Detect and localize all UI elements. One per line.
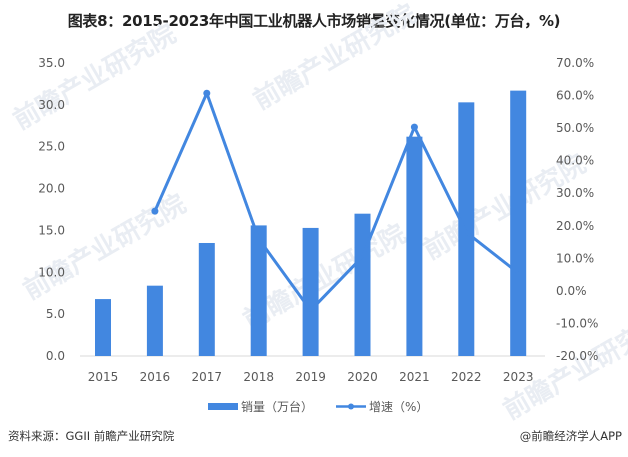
bar-2021 bbox=[406, 136, 423, 356]
x-axis-tick: 2019 bbox=[295, 370, 326, 384]
legend-line-marker bbox=[348, 403, 354, 410]
x-axis-tick: 2018 bbox=[243, 370, 274, 384]
bar-2018 bbox=[250, 225, 267, 356]
source-note: 资料来源：GGII 前瞻产业研究院 bbox=[8, 429, 175, 443]
bar-2017 bbox=[198, 242, 215, 356]
x-axis-tick: 2023 bbox=[503, 370, 534, 384]
right-axis-tick: -20.0% bbox=[556, 349, 598, 363]
credit-note: @前瞻经济学人APP bbox=[519, 429, 622, 443]
growth-line bbox=[153, 91, 520, 312]
left-axis-tick: 25.0 bbox=[38, 140, 65, 154]
legend-bar-label: 销量（万台） bbox=[241, 399, 313, 414]
x-axis-tick: 2017 bbox=[192, 370, 223, 384]
chart-title: 图表8：2015-2023年中国工业机器人市场销量变化情况(单位：万台，%) bbox=[67, 12, 561, 30]
left-axis-tick: 30.0 bbox=[38, 98, 65, 112]
right-axis-tick: 20.0% bbox=[556, 219, 594, 233]
bar-2020 bbox=[354, 213, 371, 356]
bar-series bbox=[95, 90, 527, 357]
left-axis: 0.0 5.0 10.0 15.0 20.0 25.0 30.0 35.0 bbox=[38, 56, 65, 363]
x-axis-tick: 2020 bbox=[347, 370, 378, 384]
left-axis-tick: 15.0 bbox=[38, 223, 65, 237]
watermark-text: 前瞻产业研究院 bbox=[248, 0, 421, 116]
legend-line-label: 增速（%） bbox=[369, 400, 428, 414]
right-axis: -20.0% -10.0% 0.0% 10.0% 20.0% 30.0% 40.0% 50.0… bbox=[556, 56, 598, 363]
right-axis-tick: 10.0% bbox=[556, 251, 594, 265]
bar-2023 bbox=[510, 90, 527, 356]
right-axis-tick: -10.0% bbox=[556, 316, 598, 330]
x-axis-tick: 2015 bbox=[88, 370, 119, 384]
right-axis-tick: 60.0% bbox=[556, 89, 594, 103]
right-axis-tick: 40.0% bbox=[556, 154, 594, 168]
line-series bbox=[151, 89, 520, 312]
right-axis-tick: 0.0% bbox=[556, 284, 587, 298]
line-marker-2016 bbox=[151, 207, 159, 215]
right-axis-tick: 30.0% bbox=[556, 186, 594, 200]
left-axis-tick: 10.0 bbox=[38, 265, 65, 279]
x-axis-tick: 2016 bbox=[140, 370, 171, 384]
x-axis: 2015 2016 2017 2018 2019 2020 2021 2022 2023 bbox=[88, 370, 534, 384]
x-axis-tick: 2021 bbox=[399, 370, 430, 384]
bar-2015 bbox=[95, 299, 111, 356]
watermark-text: 前瞻产业研究院 bbox=[18, 188, 191, 306]
legend: 销量（万台） 增速（%） bbox=[208, 399, 428, 414]
bar-2016 bbox=[146, 285, 163, 356]
left-axis-tick: 35.0 bbox=[38, 56, 65, 70]
line-marker-2021 bbox=[410, 123, 418, 131]
left-axis-tick: 20.0 bbox=[38, 182, 65, 196]
right-axis-tick: 50.0% bbox=[556, 121, 594, 135]
left-axis-tick: 0.0 bbox=[46, 349, 65, 363]
x-axis-tick: 2022 bbox=[451, 370, 482, 384]
watermark-text: 前瞻产业研究院 bbox=[8, 18, 181, 136]
line-marker-2017 bbox=[203, 89, 211, 97]
left-axis-tick: 5.0 bbox=[46, 307, 65, 321]
legend-bar-swatch bbox=[208, 403, 238, 410]
right-axis-tick: 70.0% bbox=[556, 56, 594, 70]
bar-2019 bbox=[302, 227, 319, 356]
